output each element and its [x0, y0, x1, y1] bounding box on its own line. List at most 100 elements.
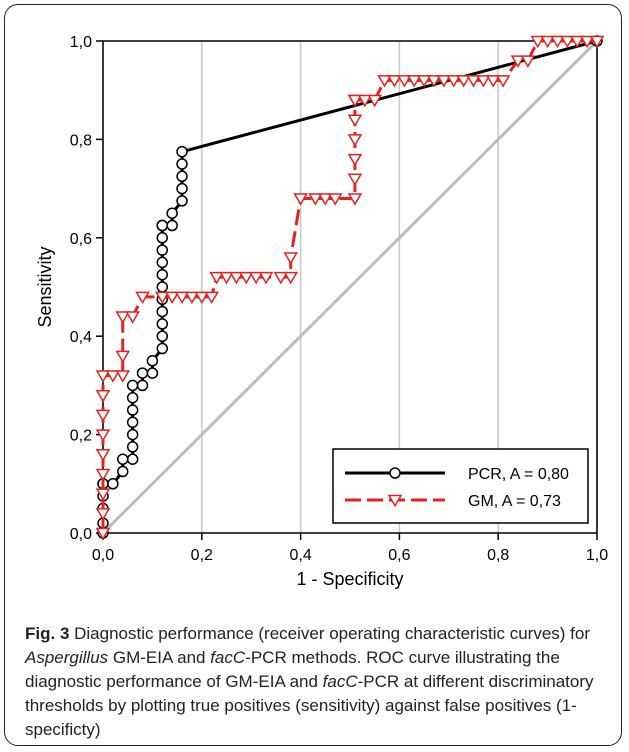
data-point-0	[136, 379, 149, 392]
data-point-1	[115, 370, 131, 383]
data-point-1	[204, 291, 219, 305]
data-point-1	[293, 193, 308, 206]
figure-frame: 0,0 0,2 0,4 0,6 0,8 1,0 0,0 0,2 0,4 0,6 0,8 1,0 1 - …	[4, 4, 622, 746]
data-point-1	[387, 75, 402, 88]
legend-box	[332, 448, 589, 524]
y-tick-label: 0,0	[70, 526, 92, 543]
data-point-1	[520, 55, 536, 68]
data-point-0	[107, 478, 119, 490]
caption-segment: Diagnostic performance (receiver operati…	[69, 624, 590, 643]
series-line-1	[101, 39, 597, 533]
caption-segment: facC	[322, 672, 358, 691]
data-point-1	[283, 271, 299, 285]
data-point-1	[540, 35, 555, 49]
caption-segment: GM-EIA and	[108, 648, 211, 667]
data-point-1	[347, 134, 363, 147]
data-point-0	[156, 268, 169, 281]
data-point-1	[347, 153, 363, 167]
data-point-1	[273, 271, 289, 285]
data-point-1	[347, 173, 363, 186]
data-point-1	[456, 75, 471, 88]
data-point-1	[115, 350, 131, 364]
y-tick-label: 0,8	[70, 132, 92, 149]
data-point-1	[219, 271, 234, 285]
data-point-1	[209, 271, 224, 285]
data-point-1	[569, 35, 585, 49]
y-tick-label: 0,2	[70, 428, 92, 445]
data-point-1	[510, 55, 526, 68]
data-point-1	[347, 114, 363, 127]
data-point-1	[238, 271, 254, 285]
x-axis-label: 1 - Specificity	[296, 569, 403, 589]
plot-area-border	[102, 40, 598, 534]
data-point-1	[560, 35, 575, 49]
data-point-1	[95, 488, 111, 501]
data-point-1	[377, 75, 392, 88]
data-point-1	[248, 271, 264, 285]
data-point-0	[146, 355, 159, 367]
data-point-0	[136, 367, 149, 379]
data-point-1	[550, 35, 565, 49]
data-point-1	[446, 75, 462, 88]
data-point-1	[95, 449, 111, 462]
data-point-0	[156, 244, 169, 256]
data-point-1	[115, 311, 131, 324]
x-tick-label: 1,0	[586, 547, 608, 564]
data-point-1	[416, 75, 432, 88]
data-point-1	[154, 291, 170, 305]
legend-label-0: PCR, A = 0,80	[468, 466, 569, 483]
data-point-0	[146, 367, 159, 379]
data-point-1	[495, 75, 511, 88]
data-point-0	[156, 342, 169, 355]
y-tick-label: 1,0	[70, 34, 92, 51]
data-point-0	[176, 158, 188, 170]
reference-diagonal	[101, 39, 599, 535]
data-point-1	[327, 193, 343, 206]
data-point-1	[367, 94, 383, 108]
legend: PCR, A = 0,80 GM, A = 0,73	[332, 448, 589, 524]
roc-chart: 0,0 0,2 0,4 0,6 0,8 1,0 0,0 0,2 0,4 0,6 0,8 1,0 1 - …	[35, 34, 608, 589]
caption-body: Diagnostic performance (receiver operati…	[25, 624, 594, 739]
data-point-1	[95, 508, 111, 521]
caption-segment: -PCR methods. ROC curve illustrating the…	[25, 648, 560, 691]
data-point-0	[126, 453, 139, 465]
data-point-1	[105, 370, 121, 383]
data-point-1	[426, 75, 442, 88]
data-point-1	[406, 75, 422, 88]
data-point-1	[347, 193, 363, 206]
x-tick-label: 0,0	[92, 547, 114, 564]
data-point-1	[485, 75, 501, 88]
data-point-1	[397, 75, 412, 88]
data-point-1	[174, 291, 190, 305]
data-point-1	[589, 35, 605, 49]
caption-segment: Aspergillus	[25, 648, 109, 667]
data-point-1	[229, 271, 244, 285]
x-tick-label: 0,8	[487, 547, 509, 564]
x-tick-label: 0,2	[191, 547, 213, 564]
y-tick-label: 0,4	[70, 329, 92, 346]
data-point-1	[258, 271, 274, 285]
data-point-1	[283, 252, 299, 265]
x-tick-label: 0,4	[289, 547, 311, 564]
data-point-0	[126, 391, 139, 404]
figure-caption: Fig. 3 Diagnostic performance (receiver …	[25, 622, 617, 742]
data-point-0	[126, 416, 139, 429]
data-point-1	[164, 291, 180, 305]
data-point-1	[135, 291, 150, 305]
data-point-1	[95, 429, 111, 442]
data-point-1	[317, 193, 333, 206]
data-point-0	[117, 453, 129, 465]
data-point-0	[126, 379, 139, 392]
data-point-0	[176, 195, 188, 207]
legend-marker-0	[389, 467, 401, 479]
data-point-1	[125, 311, 140, 324]
caption-segment: -PCR at different discriminatory thresho…	[25, 672, 594, 739]
data-point-0	[156, 219, 169, 232]
x-tick-label: 0,6	[388, 547, 410, 564]
data-point-0	[156, 318, 169, 330]
data-point-1	[95, 527, 111, 541]
legend-marker-1	[387, 494, 403, 508]
data-point-0	[166, 219, 178, 232]
data-point-0	[156, 256, 169, 269]
data-point-0	[176, 182, 188, 195]
